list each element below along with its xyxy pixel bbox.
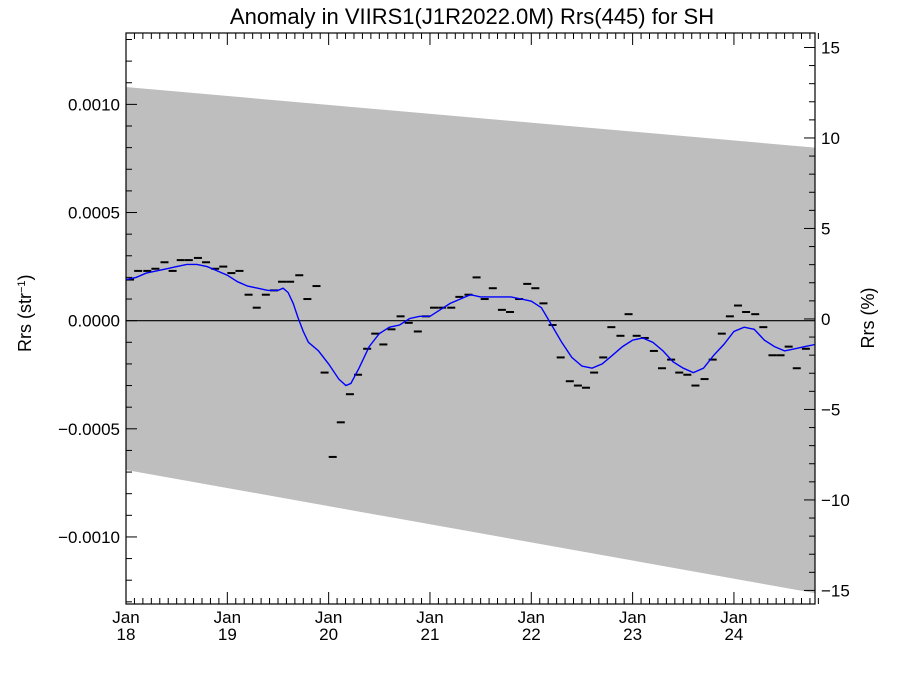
x-tick-label-year: 23: [623, 625, 642, 644]
y-tick-label-right: −15: [821, 581, 850, 600]
y-tick-label-right: 15: [821, 38, 840, 57]
x-tick-label-year: 22: [522, 625, 541, 644]
x-tick-label-month: Jan: [112, 608, 139, 627]
y-tick-label-right: 5: [821, 219, 830, 238]
y-axis-label-left-close: ): [15, 274, 35, 280]
y-axis-label-left: Rrs (str−1): [15, 274, 35, 352]
x-tick-label-month: Jan: [416, 608, 443, 627]
y-axis-label-left-sup: −1: [16, 280, 28, 293]
y-tick-label-right: 0: [821, 310, 830, 329]
x-tick-label-year: 19: [218, 625, 237, 644]
smooth-line: [125, 263, 816, 387]
y-tick-label-left: 0.0010: [68, 95, 120, 114]
x-tick-label-year: 21: [421, 625, 440, 644]
x-tick-label-year: 24: [724, 625, 743, 644]
band-layer: [126, 87, 815, 594]
left-y-axis: 0.0010 0.0005 0.0000 −0.0005 −0.0010: [58, 38, 137, 603]
y-axis-label-right: Rrs (%): [858, 288, 878, 349]
y-tick-label-left: −0.0010: [58, 528, 120, 547]
x-tick-label-month: Jan: [315, 608, 342, 627]
x-tick-label-month: Jan: [720, 608, 747, 627]
y-tick-label-right: −5: [821, 400, 840, 419]
uncertainty-band: [126, 87, 815, 594]
x-tick-label-year: 18: [117, 625, 136, 644]
x-tick-label-month: Jan: [619, 608, 646, 627]
x-tick-label-year: 20: [319, 625, 338, 644]
y-tick-label-right: −10: [821, 491, 850, 510]
chart-title: Anomaly in VIIRS1(J1R2022.0M) Rrs(445) f…: [230, 4, 714, 29]
y-tick-label-left: 0.0000: [68, 312, 120, 331]
smooth-line-layer: [125, 263, 816, 387]
right-y-axis: 15 10 5 0 −5 −10 −15: [804, 38, 850, 600]
y-axis-label-left-text: Rrs (str: [15, 293, 35, 352]
y-tick-label-left: −0.0005: [58, 420, 120, 439]
x-tick-label-month: Jan: [214, 608, 241, 627]
y-tick-label-right: 10: [821, 129, 840, 148]
x-tick-label-month: Jan: [518, 608, 545, 627]
y-tick-label-left: 0.0005: [68, 204, 120, 223]
